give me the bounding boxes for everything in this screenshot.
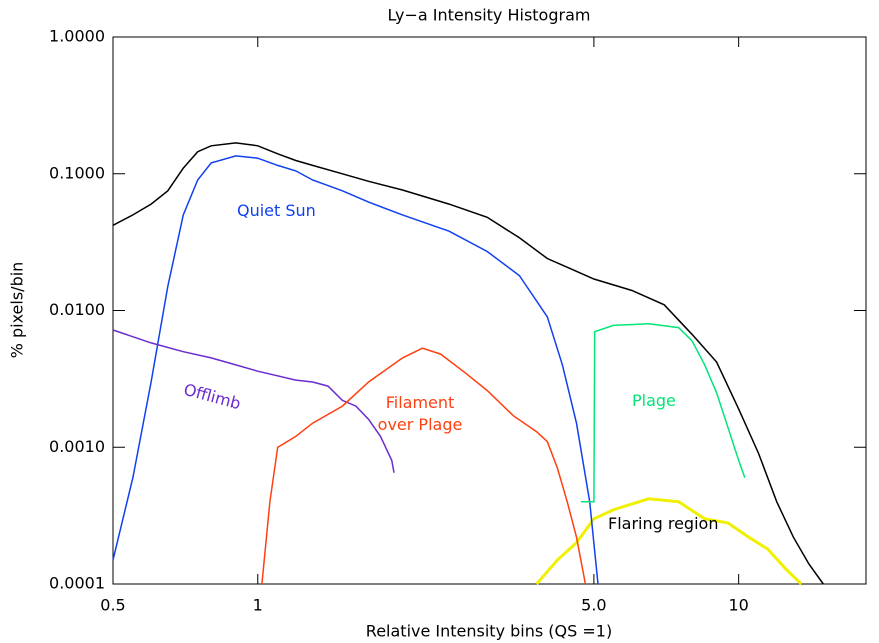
x-tick-label: 1: [253, 596, 263, 615]
chart-title: Ly−a Intensity Histogram: [388, 6, 591, 25]
y-tick-label: 0.0001: [49, 574, 105, 593]
x-tick-label: 10: [728, 596, 748, 615]
series-line: [261, 347, 587, 585]
x-tick-label: 0.5: [100, 596, 125, 615]
series-line: [112, 142, 824, 585]
series-label: Quiet Sun: [237, 201, 316, 220]
series-line: [535, 497, 803, 586]
y-tick-label: 0.1000: [49, 163, 105, 182]
plot-frame: [112, 36, 867, 585]
x-axis-label: Relative Intensity bins (QS =1): [366, 622, 612, 641]
series-line: [112, 155, 599, 585]
x-tick-label: 5.0: [581, 596, 606, 615]
series-label: Plage: [632, 391, 676, 410]
series-label: Filament over Plage: [377, 393, 463, 434]
series-label: Flaring region: [608, 514, 719, 533]
y-tick-label: 1.0000: [49, 27, 105, 46]
series-line: [112, 329, 395, 473]
y-tick-label: 0.0100: [49, 300, 105, 319]
y-tick-label: 0.0010: [49, 437, 105, 456]
y-axis-label: % pixels/bin: [8, 262, 27, 359]
series-line: [581, 323, 746, 503]
